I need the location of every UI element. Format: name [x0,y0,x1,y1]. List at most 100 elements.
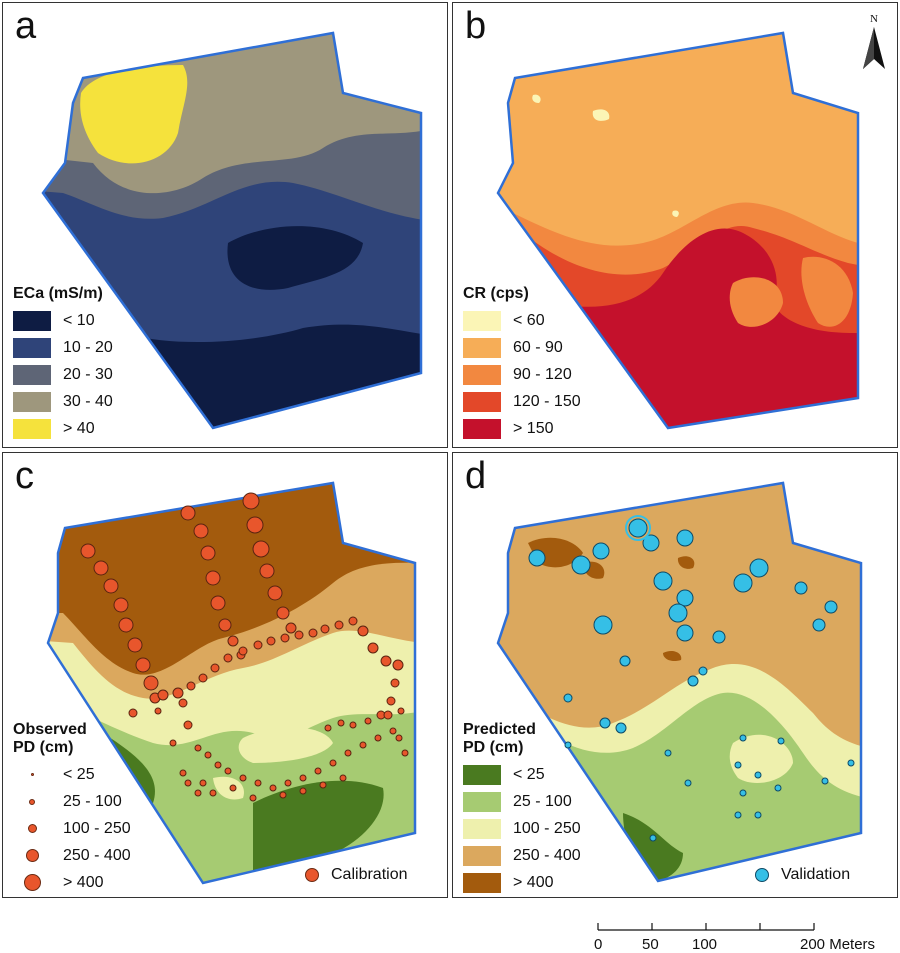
calibration-point [157,689,169,701]
calibration-key-dot [305,868,319,882]
calibration-point [374,734,382,742]
scale-bar-line [597,923,815,931]
legend-dot [25,849,39,862]
legend-swatch [463,418,501,439]
legend-label: 90 - 120 [513,365,572,383]
calibration-point [269,784,277,792]
calibration-point [229,784,237,792]
scale-tick-label: 200 Meters [800,936,876,953]
calibration-point [143,675,159,691]
legend-dot [27,824,37,833]
calibration-point [194,744,202,752]
validation-point [847,759,855,767]
calibration-point [93,560,109,576]
calibration-point [259,563,275,579]
validation-key: Validation [755,866,850,884]
legend-dot-cell [13,846,51,866]
calibration-point [180,505,196,521]
calibration-point [294,630,304,640]
validation-point [615,722,627,734]
legend-swatch [463,764,501,785]
calibration-point [367,642,379,654]
calibration-points [80,492,409,802]
legend-label: > 400 [63,873,104,891]
validation-points [528,515,855,842]
validation-point [653,571,673,591]
calibration-point [239,774,247,782]
validation-point [821,777,829,785]
scale-tick-label: 100 [692,936,718,953]
legend-title-line2: PD (cm) [463,739,524,756]
calibration-point [227,635,239,647]
legend-row: 100 - 250 [13,815,131,842]
legend-dot-cell [13,819,51,839]
legend-row: 250 - 400 [13,842,131,869]
legend-dot [23,874,41,891]
calibration-point [154,707,162,715]
validation-point [739,789,747,797]
legend-dot [29,798,35,805]
north-label: N [870,13,878,25]
calibration-point [135,657,151,673]
calibration-point [395,734,403,742]
calibration-point [254,779,262,787]
north-arrow-icon [863,27,885,69]
legend-eca: ECa (mS/m) < 10 10 - 20 20 - 30 30 - 40 … [13,285,113,442]
validation-point [774,784,782,792]
validation-point [571,555,591,575]
validation-point [564,741,572,749]
calibration-point [284,779,292,787]
panel-letter-a: a [15,5,37,47]
legend-title-predicted: Predicted PD (cm) [463,721,581,757]
calibration-point [279,791,287,799]
legend-row: > 400 [463,869,581,896]
legend-dot-cell [13,873,51,893]
validation-point [628,518,648,538]
calibration-point [329,759,337,767]
legend-cr: CR (cps) < 60 60 - 90 90 - 120 120 - 150… [463,285,581,442]
panel-b: b N CR (cps) < 60 60 - 90 90 - 120 120 -… [452,2,898,448]
calibration-point [242,492,260,510]
validation-point [734,811,742,819]
validation-point [563,693,573,703]
panel-letter-c: c [15,455,34,497]
calibration-point [252,540,270,558]
legend-swatch [13,391,51,412]
validation-point [642,534,660,552]
validation-point [676,589,694,607]
legend-label: 30 - 40 [63,392,113,410]
calibration-point [169,739,177,747]
calibration-point [224,767,232,775]
calibration-point [390,678,400,688]
map-cr [496,31,860,430]
calibration-point [214,761,222,769]
calibration-point [238,646,248,656]
map-observed-pd [46,481,417,885]
legend-observed-pd: Observed PD (cm) < 25 25 - 100 100 - 250 … [13,721,131,896]
validation-key-label: Validation [781,866,851,883]
calibration-point [194,789,202,797]
legend-row: > 150 [463,415,581,442]
calibration-point [386,696,396,706]
panel-letter-d: d [465,455,487,497]
calibration-point [349,721,357,729]
validation-point [676,529,694,547]
calibration-point [324,724,332,732]
validation-point [794,581,808,595]
legend-label: 20 - 30 [63,365,113,383]
legend-swatch [463,845,501,866]
legend-row: > 40 [13,415,113,442]
scale-tick-label: 50 [642,936,659,953]
calibration-point [127,637,143,653]
legend-row: < 60 [463,307,581,334]
validation-point [712,630,726,644]
calibration-point [193,523,209,539]
validation-point [528,549,546,567]
legend-swatch [463,310,501,331]
legend-row: 90 - 120 [463,361,581,388]
map-eca [41,31,423,430]
validation-point [733,573,753,593]
calibration-point [334,620,344,630]
legend-label: 25 - 100 [63,792,122,810]
scale-bar: 0 50 100 200 Meters [590,918,900,953]
